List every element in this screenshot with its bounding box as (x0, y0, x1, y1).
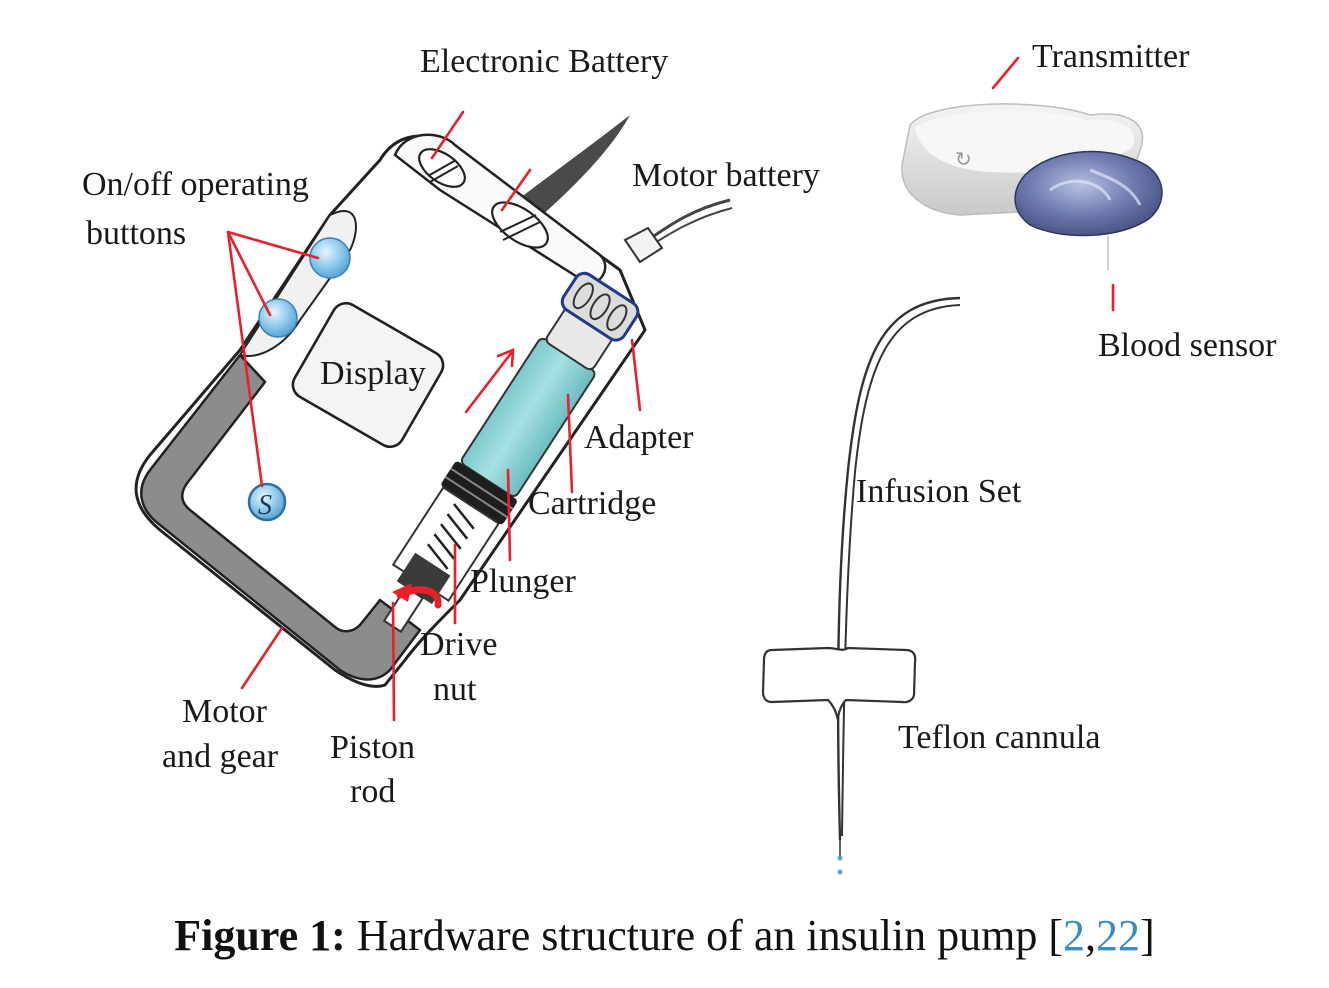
motor-battery-slot (491, 201, 549, 249)
transmitter-label: Transmitter (1032, 38, 1190, 75)
motor-gear-label-line1: Motor (182, 693, 268, 730)
sensor-body (1014, 150, 1163, 237)
adapter-label: Adapter (584, 419, 694, 456)
electronic-battery-label: Electronic Battery (420, 43, 668, 80)
display-label: Display (320, 355, 426, 392)
rotation-arrowhead (392, 583, 412, 602)
flow-arrowhead (496, 348, 515, 368)
s-button[interactable]: S (247, 482, 287, 522)
reference-link-2[interactable]: 22 (1096, 911, 1141, 960)
reference-link-1[interactable]: 2 (1063, 911, 1086, 960)
insulin-drop-2 (837, 869, 843, 875)
blood-sensor-label: Blood sensor (1098, 327, 1277, 364)
on-off-button-upper[interactable] (309, 237, 351, 279)
infusion-set (761, 296, 961, 875)
infusion-tube-outer (836, 296, 961, 841)
reference-separator: , (1085, 911, 1097, 960)
motor-battery-label: Motor battery (632, 157, 820, 194)
piston-rod-label-line2: rod (350, 773, 395, 810)
infusion-set-label: Infusion Set (856, 473, 1022, 510)
piston-rod-label-line1: Piston (330, 729, 415, 766)
on-off-label-line1: On/off operating (82, 166, 309, 203)
plunger-label: Plunger (470, 563, 576, 600)
cannula-wings (761, 646, 917, 721)
drive-nut-label-line1: Drive (420, 626, 497, 663)
pump-leader-lines (226, 110, 642, 722)
flow-arrow (464, 350, 514, 414)
piston-screw (426, 503, 475, 570)
power-icon: ↻ (955, 147, 972, 171)
drive-nut-label-line2: nut (433, 671, 477, 708)
figure-number: Figure 1: (174, 911, 346, 960)
plunger (441, 461, 517, 525)
caption-close-bracket: ] (1140, 911, 1155, 960)
electronic-battery-slot (418, 148, 466, 188)
display: Display (291, 301, 445, 449)
figure-caption: Figure 1: Hardware structure of an insul… (0, 910, 1329, 961)
insulin-drop-1 (837, 855, 843, 861)
infusion-tube-inner (841, 304, 961, 837)
transmitter-device: ↻ (901, 103, 1163, 270)
s-button-label: S (258, 490, 272, 521)
cartridge-assembly (382, 271, 640, 634)
motor-gear-label-line2: and gear (162, 738, 279, 775)
on-off-button-lower[interactable] (258, 298, 298, 338)
tube-connector (623, 226, 664, 264)
adapter-cap (560, 271, 640, 342)
drive-nut (396, 552, 451, 605)
cartridge-label: Cartridge (528, 485, 656, 522)
on-off-label-line2: buttons (86, 215, 186, 252)
teflon-cannula-label: Teflon cannula (898, 719, 1100, 756)
caption-text: Hardware structure of an insulin pump [ (356, 911, 1064, 960)
pump-body: Display S (134, 115, 733, 688)
